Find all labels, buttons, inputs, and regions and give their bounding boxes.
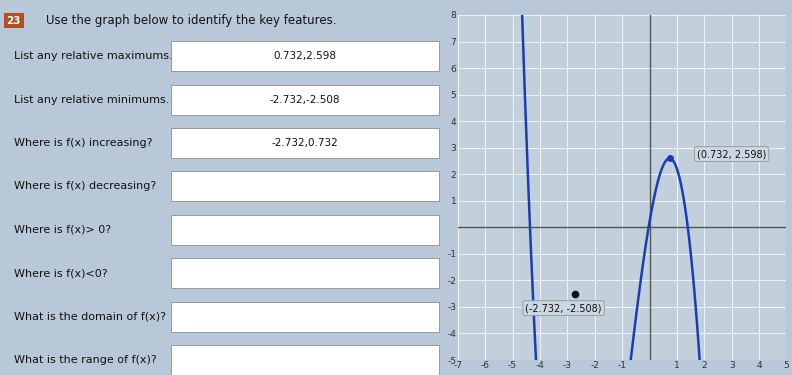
- Text: Where is f(x)> 0?: Where is f(x)> 0?: [13, 225, 111, 235]
- Text: Where is f(x) decreasing?: Where is f(x) decreasing?: [13, 182, 156, 191]
- FancyBboxPatch shape: [171, 128, 440, 158]
- Text: Where is f(x)<0?: Where is f(x)<0?: [13, 268, 107, 278]
- Text: What is the range of f(x)?: What is the range of f(x)?: [13, 355, 156, 365]
- Text: (0.732, 2.598): (0.732, 2.598): [697, 149, 767, 159]
- FancyBboxPatch shape: [171, 85, 440, 115]
- Text: List any relative maximums.: List any relative maximums.: [13, 51, 173, 61]
- Text: Use the graph below to identify the key features.: Use the graph below to identify the key …: [46, 14, 336, 27]
- Text: What is the domain of f(x)?: What is the domain of f(x)?: [13, 312, 166, 322]
- FancyBboxPatch shape: [171, 258, 440, 288]
- FancyBboxPatch shape: [171, 41, 440, 71]
- Text: -2.732,-2.508: -2.732,-2.508: [270, 94, 341, 105]
- Text: Where is f(x) increasing?: Where is f(x) increasing?: [13, 138, 152, 148]
- FancyBboxPatch shape: [171, 215, 440, 245]
- Text: 23: 23: [6, 16, 21, 26]
- FancyBboxPatch shape: [171, 171, 440, 201]
- FancyBboxPatch shape: [171, 302, 440, 332]
- Text: List any relative minimums.: List any relative minimums.: [13, 94, 169, 105]
- Text: -2.732,0.732: -2.732,0.732: [272, 138, 338, 148]
- Text: (-2.732, -2.508): (-2.732, -2.508): [525, 303, 602, 313]
- FancyBboxPatch shape: [171, 345, 440, 375]
- Text: 0.732,2.598: 0.732,2.598: [273, 51, 337, 61]
